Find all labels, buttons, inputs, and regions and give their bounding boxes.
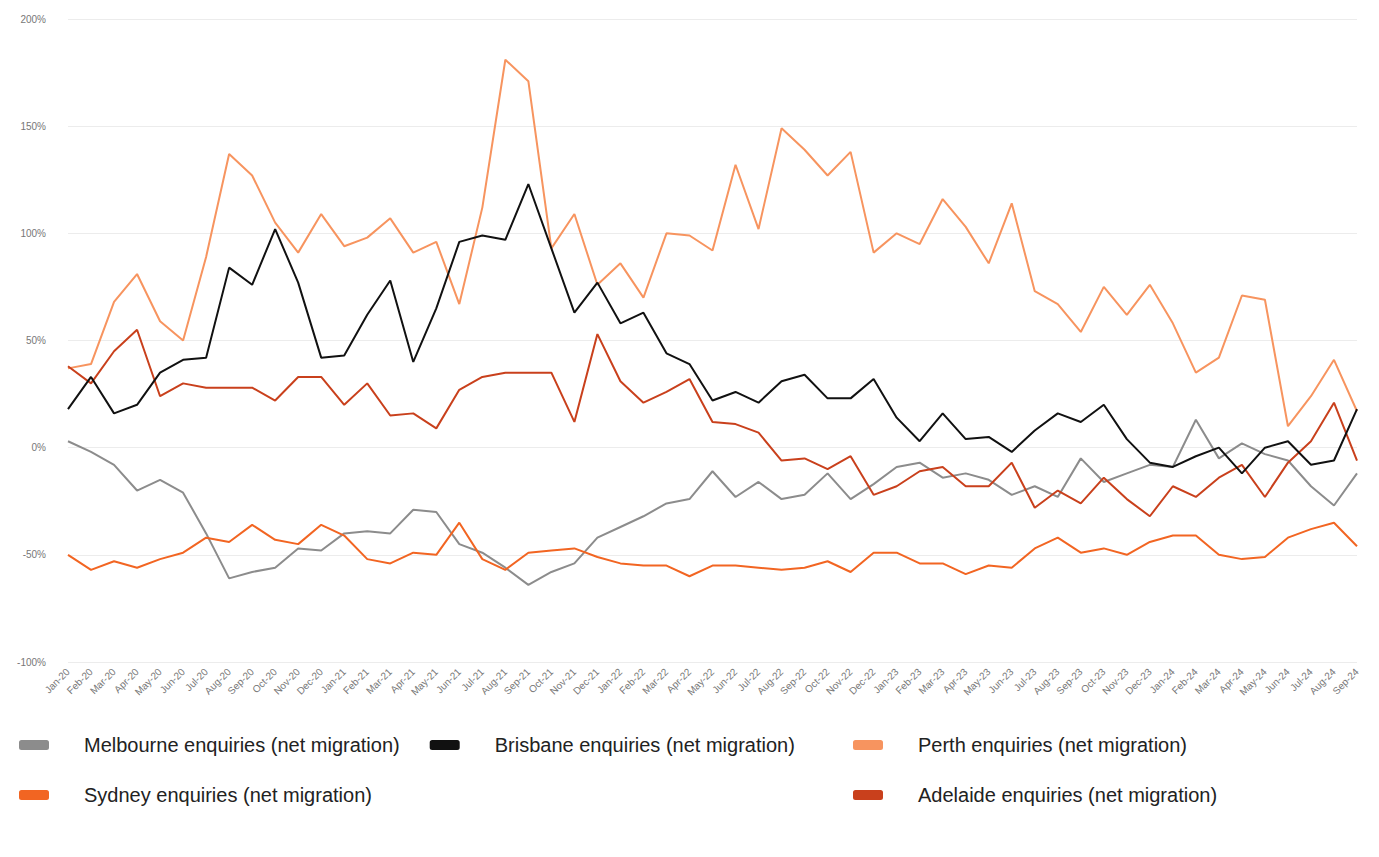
svg-text:Nov-20: Nov-20 [271, 666, 303, 697]
svg-text:Jan-20: Jan-20 [42, 666, 72, 696]
svg-text:Dec-21: Dec-21 [571, 666, 602, 697]
svg-text:Apr-21: Apr-21 [388, 666, 418, 696]
svg-text:Mar-24: Mar-24 [1193, 666, 1223, 696]
svg-text:May-20: May-20 [133, 666, 165, 698]
svg-text:Jun-21: Jun-21 [434, 666, 464, 696]
svg-text:Jun-24: Jun-24 [1262, 666, 1292, 696]
svg-text:Apr-20: Apr-20 [112, 666, 141, 696]
svg-text:Apr-22: Apr-22 [664, 666, 694, 696]
svg-text:Jul-20: Jul-20 [183, 666, 210, 694]
svg-text:Melbourne enquiries (net migra: Melbourne enquiries (net migration) [84, 734, 400, 756]
svg-text:Nov-23: Nov-23 [1100, 666, 1131, 697]
svg-text:Aug-24: Aug-24 [1307, 666, 1338, 697]
svg-text:Aug-20: Aug-20 [202, 666, 233, 697]
svg-text:Adelaide enquiries (net migrat: Adelaide enquiries (net migration) [918, 784, 1217, 806]
svg-text:Sep-23: Sep-23 [1054, 666, 1085, 697]
svg-text:200%: 200% [20, 14, 46, 25]
svg-text:Aug-21: Aug-21 [478, 666, 510, 697]
svg-text:Jan-22: Jan-22 [595, 666, 625, 696]
svg-text:Feb-24: Feb-24 [1169, 666, 1200, 697]
svg-text:Jun-22: Jun-22 [710, 666, 740, 696]
svg-text:50%: 50% [26, 335, 46, 346]
svg-text:Apr-24: Apr-24 [1216, 666, 1246, 696]
svg-text:Sep-22: Sep-22 [778, 666, 809, 697]
svg-text:Sep-24: Sep-24 [1330, 666, 1361, 697]
svg-text:100%: 100% [20, 228, 46, 239]
svg-text:May-22: May-22 [685, 666, 717, 698]
svg-text:Mar-21: Mar-21 [364, 666, 394, 696]
svg-text:Oct-22: Oct-22 [802, 666, 832, 696]
svg-text:Jul-23: Jul-23 [1011, 666, 1039, 694]
svg-text:Nov-21: Nov-21 [547, 666, 579, 697]
svg-text:Jan-23: Jan-23 [871, 666, 901, 696]
svg-text:Sydney enquiries (net migratio: Sydney enquiries (net migration) [84, 784, 372, 806]
svg-text:Aug-23: Aug-23 [1031, 666, 1062, 697]
svg-text:150%: 150% [20, 121, 46, 132]
svg-text:May-23: May-23 [961, 666, 993, 698]
svg-text:Sep-21: Sep-21 [502, 666, 533, 697]
svg-text:Perth enquiries (net migration: Perth enquiries (net migration) [918, 734, 1187, 756]
svg-text:Nov-22: Nov-22 [824, 666, 855, 697]
svg-text:Dec-23: Dec-23 [1123, 666, 1154, 697]
svg-text:Jul-21: Jul-21 [459, 666, 487, 694]
svg-text:0%: 0% [32, 442, 47, 453]
svg-text:Feb-21: Feb-21 [341, 666, 372, 697]
svg-text:Apr-23: Apr-23 [940, 666, 970, 696]
svg-text:Jan-24: Jan-24 [1147, 666, 1177, 696]
svg-text:Mar-22: Mar-22 [640, 666, 670, 696]
svg-text:Jul-24: Jul-24 [1287, 666, 1315, 694]
svg-text:Feb-23: Feb-23 [893, 666, 924, 697]
svg-text:Jan-21: Jan-21 [318, 666, 349, 696]
svg-text:Brisbane enquiries (net migrat: Brisbane enquiries (net migration) [495, 734, 795, 756]
svg-text:Dec-22: Dec-22 [847, 666, 878, 697]
svg-text:Mar-20: Mar-20 [88, 666, 118, 696]
svg-text:Oct-21: Oct-21 [526, 666, 556, 696]
svg-text:Aug-22: Aug-22 [754, 666, 786, 697]
svg-text:-100%: -100% [17, 657, 46, 668]
svg-text:Jun-23: Jun-23 [986, 666, 1016, 696]
svg-text:Oct-23: Oct-23 [1078, 666, 1108, 696]
svg-text:May-21: May-21 [409, 666, 441, 698]
svg-text:Feb-20: Feb-20 [64, 666, 95, 697]
svg-text:-50%: -50% [23, 549, 46, 560]
svg-text:Dec-20: Dec-20 [295, 666, 326, 697]
svg-text:Feb-22: Feb-22 [617, 666, 648, 697]
svg-text:Sep-20: Sep-20 [225, 666, 256, 697]
svg-text:Oct-20: Oct-20 [250, 666, 279, 696]
svg-text:Mar-23: Mar-23 [916, 666, 946, 696]
svg-text:Jun-20: Jun-20 [158, 666, 188, 696]
svg-text:May-24: May-24 [1237, 666, 1269, 698]
svg-text:Jul-22: Jul-22 [735, 666, 763, 694]
